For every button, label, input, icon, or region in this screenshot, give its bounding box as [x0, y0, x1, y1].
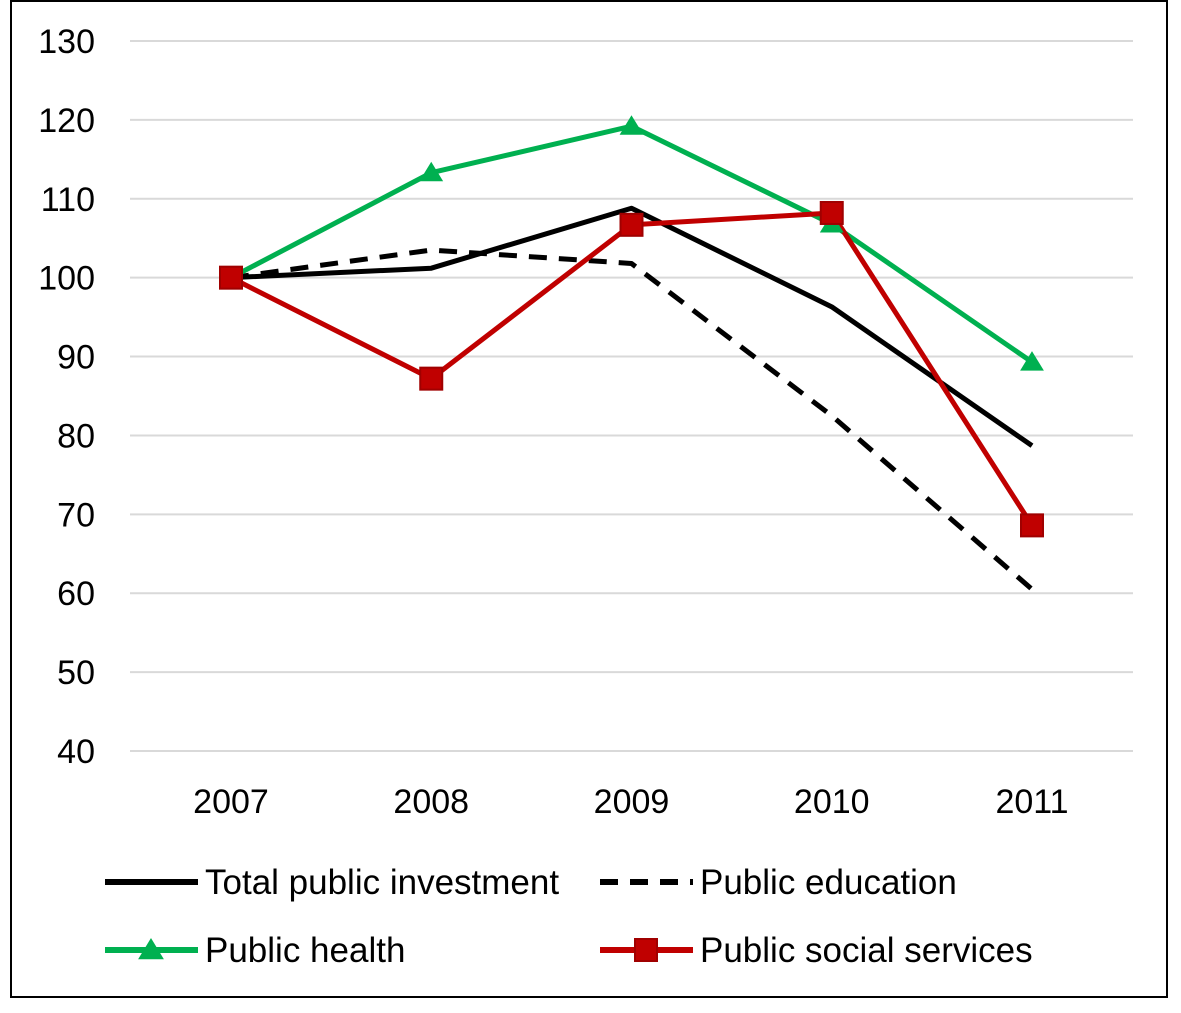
data-point-square: [419, 366, 444, 391]
legend-label: Public social services: [700, 931, 1033, 970]
y-tick-label: 100: [38, 260, 95, 298]
gridlines: [130, 40, 1133, 752]
x-tick-label: 2009: [594, 783, 670, 821]
y-axis-ticks: 40 50 60 70 80 90 100 110 120 130: [38, 23, 95, 771]
x-tick-label: 2007: [193, 783, 269, 821]
series-line-2: [229, 123, 1034, 365]
data-point-square: [819, 200, 844, 225]
data-point-triangle: [619, 115, 644, 135]
y-tick-label: 60: [57, 575, 95, 613]
data-point-triangle: [1020, 351, 1044, 371]
y-tick-label: 50: [57, 654, 95, 692]
y-tick-label: 80: [57, 417, 95, 455]
legend-label: Public education: [700, 863, 957, 902]
x-axis-ticks: 2007 2008 2009 2010 2011: [193, 783, 1068, 821]
data-point-square: [219, 265, 243, 290]
y-tick-label: 90: [57, 339, 95, 377]
data-point-square: [619, 212, 644, 237]
series-lines: [229, 123, 1035, 592]
data-point-triangle: [138, 938, 164, 960]
y-tick-label: 110: [41, 181, 95, 219]
y-tick-label: 40: [57, 733, 95, 771]
data-point-square: [1020, 513, 1044, 538]
y-tick-label: 130: [38, 23, 95, 61]
legend-label: Total public investment: [205, 863, 559, 902]
x-tick-label: 2011: [995, 783, 1068, 821]
data-point-square: [634, 938, 658, 962]
y-tick-label: 120: [38, 102, 95, 140]
series-line-0: [230, 205, 1034, 448]
data-point-triangle: [419, 161, 444, 182]
x-tick-label: 2008: [393, 783, 469, 821]
series-markers: [219, 115, 1044, 538]
series-line-1: [230, 247, 1034, 592]
y-tick-label: 70: [57, 496, 95, 534]
legend: Total public investment Public education P…: [105, 863, 1033, 970]
legend-label: Public health: [205, 931, 405, 970]
x-tick-label: 2010: [794, 783, 870, 821]
chart-frame: [10, 0, 1168, 998]
